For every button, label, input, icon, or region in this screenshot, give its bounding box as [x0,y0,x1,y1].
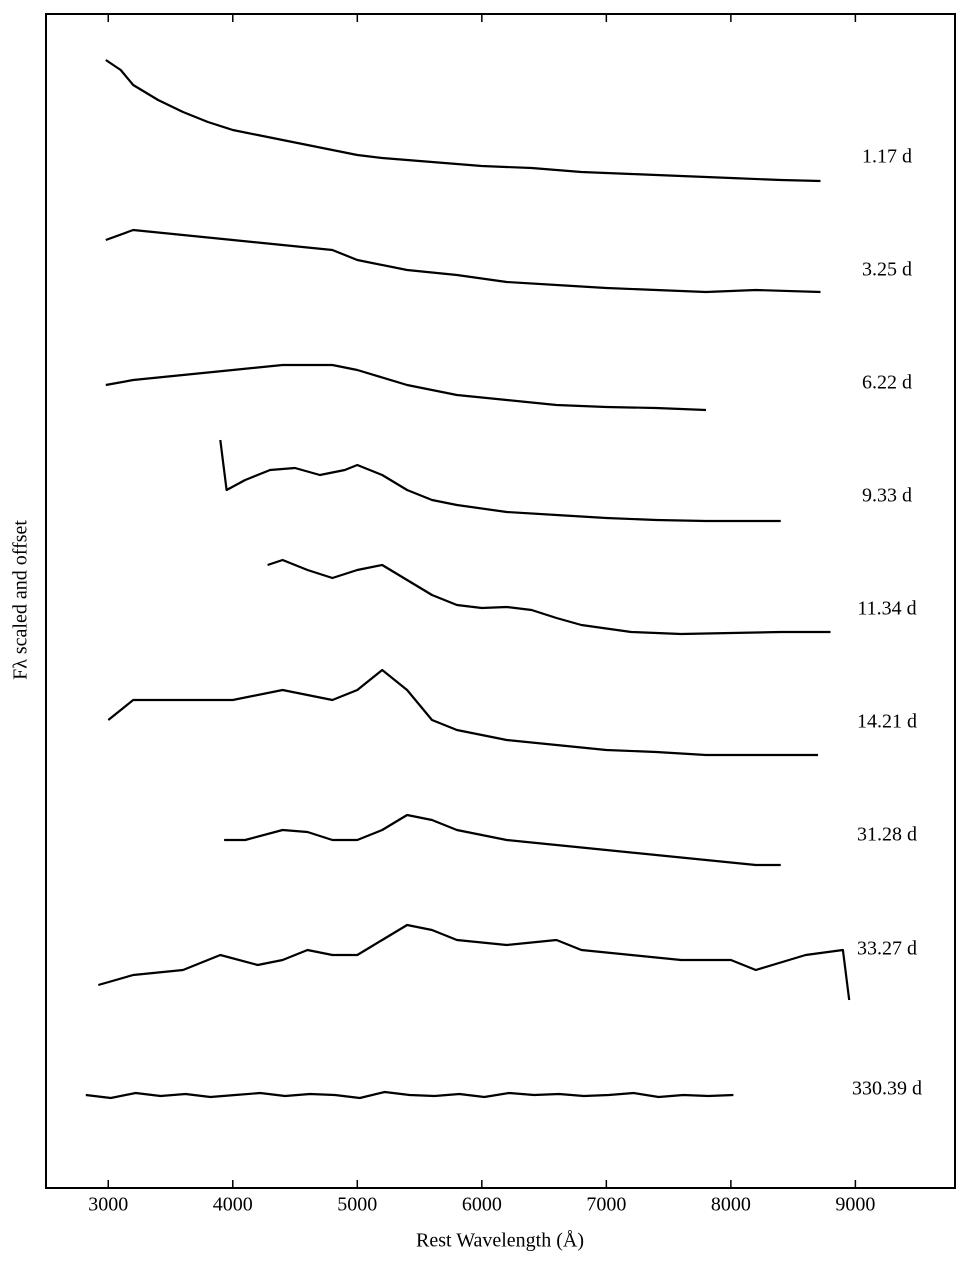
spectrum-label: 3.25 d [862,259,912,281]
spectrum-label: 11.34 d [857,598,916,620]
y-axis-label: Fλ scaled and offset [10,520,32,680]
x-tick-label: 8000 [711,1194,751,1216]
spectrum-line [105,363,707,412]
plot-frame [45,13,956,1189]
x-tick-label: 7000 [586,1194,626,1216]
x-tick-label: 4000 [213,1194,253,1216]
spectrum-label: 1.17 d [862,146,912,168]
spectrum-line [219,439,781,523]
x-tick-label: 9000 [835,1194,875,1216]
spectrum-label: 6.22 d [862,372,912,394]
spectrum-label: 9.33 d [862,485,912,507]
spectrum-label: 330.39 d [852,1078,922,1100]
x-axis-label: Rest Wavelength (Å) [416,1230,584,1252]
spectrum-line [97,923,851,1001]
x-tick-label: 6000 [462,1194,502,1216]
spectrum-label: 31.28 d [857,824,917,846]
spectrum-line [105,228,821,294]
x-tick-label: 3000 [88,1194,128,1216]
x-tick-label: 5000 [337,1194,377,1216]
spectrum-label: 33.27 d [857,938,917,960]
spectrum-line [107,668,818,757]
spectrum-line [267,558,831,636]
spectrum-line [224,813,781,867]
spectrum-line [105,59,821,183]
spectrum-line [85,1090,734,1100]
spectrum-label: 14.21 d [857,711,917,733]
